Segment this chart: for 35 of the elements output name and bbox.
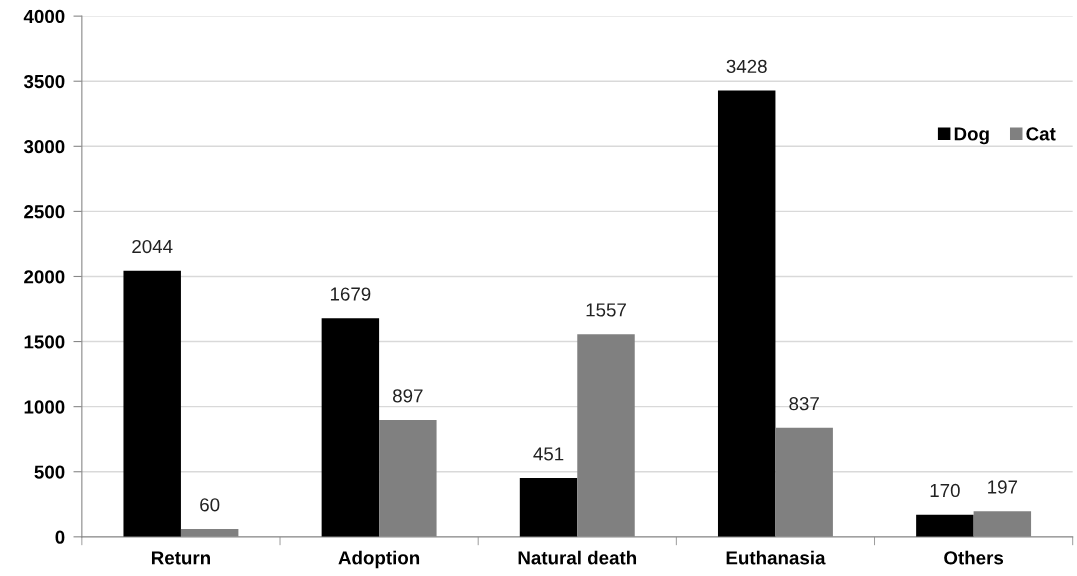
bar bbox=[577, 334, 635, 537]
data-label: 837 bbox=[789, 397, 819, 411]
y-tick-label: 0 bbox=[55, 530, 65, 544]
bar bbox=[916, 514, 974, 537]
y-tick-label: 2500 bbox=[24, 205, 65, 219]
bar bbox=[519, 478, 578, 537]
data-label: 170 bbox=[930, 483, 960, 498]
data-label: 1557 bbox=[586, 303, 626, 317]
bar bbox=[717, 90, 776, 537]
y-tick-label: 1000 bbox=[24, 400, 65, 414]
y-tick-label: 3500 bbox=[23, 74, 65, 89]
x-tick-label: Adoption bbox=[338, 550, 420, 569]
bar bbox=[973, 511, 1032, 537]
legend-label: Dog bbox=[954, 127, 989, 145]
data-label: 3428 bbox=[726, 59, 767, 73]
x-tick-label: Others bbox=[944, 550, 1004, 565]
data-label: 2044 bbox=[132, 239, 173, 254]
data-label: 1679 bbox=[330, 287, 371, 301]
legend-label: Cat bbox=[1026, 127, 1056, 141]
data-label: 60 bbox=[200, 498, 220, 512]
y-tick-label: 1500 bbox=[24, 335, 65, 349]
x-tick-label: Euthanasia bbox=[726, 550, 826, 565]
bar bbox=[321, 318, 380, 537]
y-tick-label: 500 bbox=[34, 465, 65, 479]
bar bbox=[123, 270, 181, 537]
bar bbox=[379, 420, 437, 537]
x-tick-label: Return bbox=[151, 551, 210, 565]
y-tick-label: 2000 bbox=[24, 270, 65, 284]
y-tick-label: 3000 bbox=[23, 140, 65, 154]
data-label: 897 bbox=[393, 389, 423, 403]
bar bbox=[775, 427, 833, 537]
data-label: 197 bbox=[988, 480, 1018, 494]
y-tick-label: 4000 bbox=[23, 9, 65, 24]
x-tick-label: Natural death bbox=[518, 550, 637, 565]
data-label: 451 bbox=[533, 447, 564, 461]
